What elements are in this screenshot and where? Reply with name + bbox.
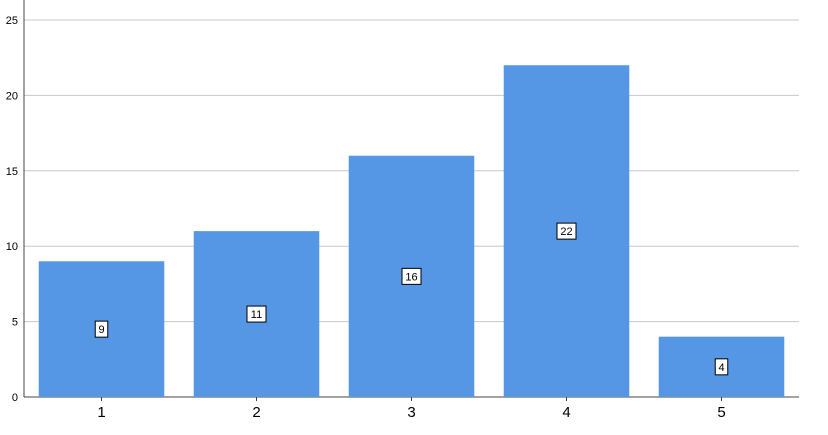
x-tick-label: 1 — [97, 404, 105, 421]
y-tick-label: 15 — [6, 166, 18, 178]
y-tick-label: 5 — [12, 317, 18, 329]
data-label-box — [94, 320, 109, 338]
x-tick-label: 3 — [407, 404, 415, 421]
y-tick-label: 25 — [6, 15, 18, 27]
x-tick-label: 2 — [252, 404, 260, 421]
y-tick-label: 10 — [6, 241, 18, 253]
data-label: 16 — [405, 271, 417, 283]
data-label-box — [246, 305, 267, 323]
y-tick-label: 20 — [6, 90, 18, 102]
y-tick-label: 0 — [12, 392, 18, 404]
data-label: 4 — [718, 362, 724, 374]
data-label-box — [714, 358, 729, 376]
data-label-box — [401, 267, 422, 285]
bars — [38, 65, 785, 398]
x-tick-label: 5 — [717, 404, 725, 421]
labels: 0 5 10 15 20 25 1 9 2 11 3 16 4 22 5 4 — [6, 15, 729, 421]
data-label: 11 — [251, 309, 262, 321]
data-label-box — [556, 222, 577, 240]
data-label: 9 — [98, 324, 104, 336]
data-label: 22 — [560, 226, 572, 238]
x-tick-label: 4 — [562, 404, 570, 421]
